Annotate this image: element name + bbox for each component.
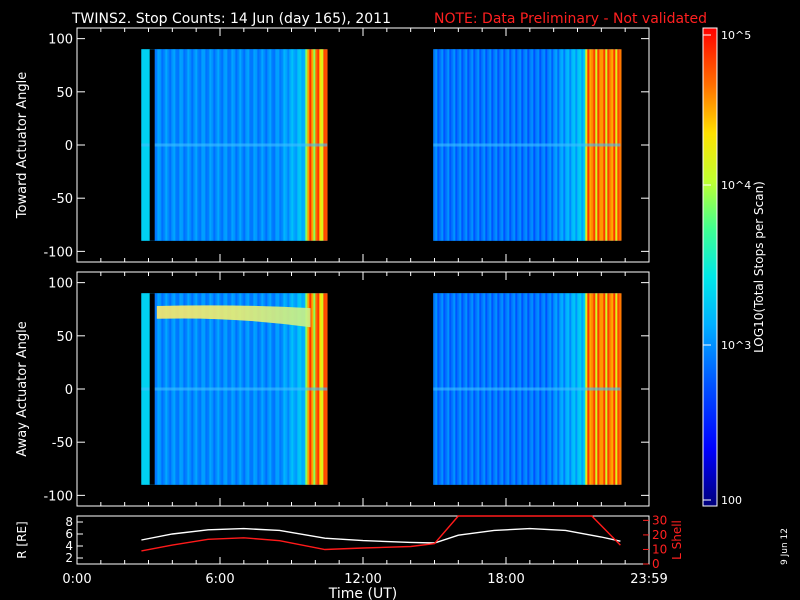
preliminary-note: NOTE: Data Preliminary - Not validated [434,11,707,27]
x-tick-label: 23:59 [630,572,667,587]
lshell-tick-label: 20 [652,528,667,542]
date-stamp: 9 Jun 12 [780,528,790,565]
r-tick-label: 8 [65,515,73,529]
y-tick-label: -50 [52,192,73,207]
heatmap-segment [433,49,622,241]
y-tick-label: -50 [52,436,73,451]
colorbar-gradient [702,27,718,507]
r-tick-label: 6 [65,527,73,541]
lshell-series-line [141,515,621,552]
away-y-axis: 100 50 0 -50 -100 [43,272,650,506]
colorbar: 10^5 10^4 10^3 100 LOG10(Total Stops per Sc… [702,27,766,507]
r-axis-label: R [RE] [15,521,29,558]
panel-away: 100 50 0 -50 -100 Away Actuator Angle [15,271,650,507]
x-tick-label: 12:00 [344,572,381,587]
zero-angle-band [433,143,621,147]
zero-angle-band [433,387,621,391]
x-tick-label: 18:00 [487,572,524,587]
y-tick-label: -100 [43,245,73,260]
y-tick-label: 0 [65,383,73,398]
ephemeris-lines [141,515,621,552]
heatmap-segment [141,293,328,485]
zero-angle-band [141,387,328,391]
colorbar-tick-label: 10^4 [721,179,751,192]
toward-y-axis: 100 50 0 -50 -100 [43,28,650,262]
lshell-axis-label: L Shell [670,520,684,560]
away-heatmap [141,293,622,485]
colorbar-label: LOG10(Total Stops per Scan) [752,181,766,353]
x-tick-label: 6:00 [205,572,234,587]
colorbar-tick-label: 100 [721,494,742,507]
r-tick-label: 4 [65,539,73,553]
y-tick-label: 50 [56,330,73,345]
colorbar-tick-label: 10^5 [721,29,751,42]
x-axis-label: Time (UT) [328,586,397,600]
high-count-ridge [156,305,311,328]
lshell-tick-label: 30 [652,513,667,527]
y-tick-label: 100 [48,33,73,48]
heatmap-column [619,49,622,241]
panel-toward: 100 50 0 -50 -100 Toward Actuator Angle [15,27,650,263]
r-tick-label: 2 [65,551,73,565]
zero-angle-band [141,143,328,147]
lshell-tick-label: 0 [652,557,660,571]
lshell-tick-label: 10 [652,542,667,556]
figure-title: TWINS2. Stop Counts: 14 Jun (day 165), 2… [71,11,391,27]
heatmap-segment [141,49,328,241]
heatmap-segment [433,293,622,485]
toward-y-label: Toward Actuator Angle [15,72,30,219]
y-tick-label: 0 [65,139,73,154]
y-tick-label: 50 [56,86,73,101]
y-tick-label: 100 [48,277,73,292]
data-gap-stripe [149,293,155,485]
y-tick-label: -100 [43,489,73,504]
r-series-line [141,527,621,544]
colorbar-ticks: 10^5 10^4 10^3 100 [703,29,751,507]
away-y-label: Away Actuator Angle [15,321,30,456]
toward-heatmap [141,49,622,241]
colorbar-tick-label: 10^3 [721,339,751,352]
data-gap-stripe [149,49,155,241]
heatmap-column [619,293,622,485]
x-tick-label: 0:00 [62,572,91,587]
